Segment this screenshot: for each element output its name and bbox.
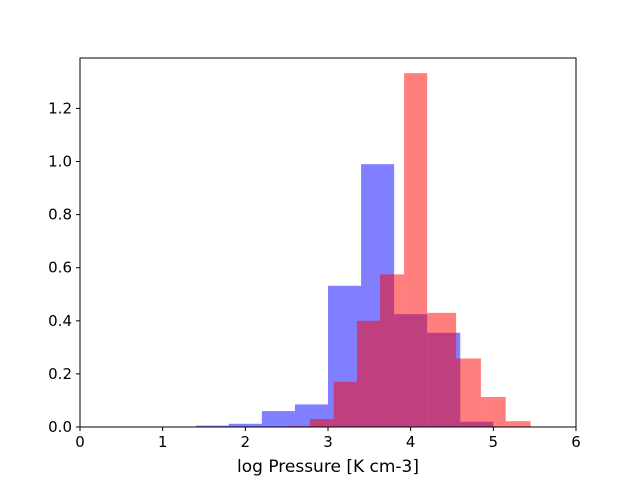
histogram-bar-series-2-bin-6 — [404, 73, 428, 427]
histogram-bar-series-2-bin-8 — [456, 358, 481, 427]
x-tick-label: 0 — [75, 433, 85, 451]
histogram-bar-series-1-bin-1 — [195, 425, 229, 427]
histogram-bar-series-2-bin-9 — [480, 397, 506, 427]
x-axis-label: log Pressure [K cm-3] — [237, 457, 419, 477]
y-tick-label: 0.0 — [48, 418, 72, 436]
y-tick-label: 0.8 — [48, 206, 72, 224]
x-axis: 0 1 2 3 4 5 6 — [75, 427, 581, 451]
histogram-bar-series-2-bin-5 — [380, 274, 405, 427]
histogram-bar-series-2-bin-2 — [309, 419, 334, 427]
x-tick-label: 6 — [571, 433, 581, 451]
x-tick-label: 5 — [489, 433, 499, 451]
y-tick-label: 0.2 — [48, 365, 72, 383]
y-tick-label: 1.2 — [48, 99, 72, 117]
x-tick-label: 4 — [406, 433, 416, 451]
histogram-bar-series-2-bin-7 — [427, 312, 457, 427]
histogram-bar-series-1-bin-2 — [228, 423, 262, 427]
histogram-bar-series-2-bin-3 — [333, 381, 357, 427]
y-tick-label: 0.4 — [48, 312, 72, 330]
histogram-bar-series-1-bin-3 — [261, 411, 295, 427]
x-tick-label: 3 — [323, 433, 333, 451]
histogram-bar-series-2-bin-10 — [505, 421, 531, 427]
y-axis: 0.0 0.2 0.4 0.6 0.8 1.0 1.2 — [48, 99, 80, 436]
x-tick-label: 1 — [158, 433, 168, 451]
histogram-bar-series-2-bin-4 — [356, 320, 381, 427]
y-tick-label: 1.0 — [48, 153, 72, 171]
x-tick-label: 2 — [241, 433, 251, 451]
y-tick-label: 0.6 — [48, 259, 72, 277]
bars-layer — [195, 73, 531, 427]
